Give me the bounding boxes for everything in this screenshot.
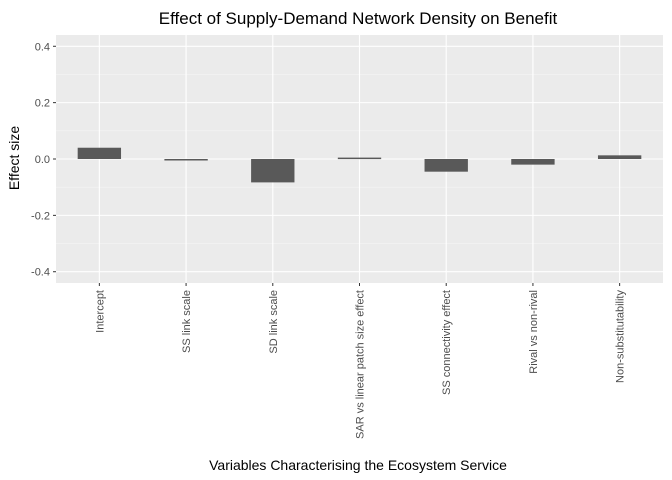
y-tick-label: 0.2	[35, 98, 50, 110]
chart-title: Effect of Supply-Demand Network Density …	[159, 9, 558, 28]
y-axis: -0.4 -0.2 0.0 0.2 0.4	[31, 41, 56, 279]
y-tick-label: -0.2	[31, 210, 50, 222]
x-tick-label: SD link scale	[268, 290, 280, 354]
bar-rival-vs-non-rival	[511, 159, 555, 165]
bar-sar-vs-linear-patch-size-effect	[337, 157, 382, 160]
y-tick-label: -0.4	[31, 267, 50, 279]
x-tick-label: Rival vs non-rival	[528, 290, 540, 374]
bars	[77, 147, 642, 183]
x-axis-title: Variables Characterising the Ecosystem S…	[209, 457, 507, 473]
y-tick-label: 0.4	[35, 41, 50, 53]
bar-ss-link-scale	[164, 159, 208, 161]
bar-sd-link-scale	[251, 159, 295, 183]
y-tick-label: 0.0	[35, 154, 50, 166]
x-tick-label: SAR vs linear patch size effect	[355, 290, 367, 439]
x-tick-label: SS link scale	[181, 290, 193, 353]
x-axis: Intercept SS link scale SD link scale SAR v…	[94, 283, 627, 439]
bar-intercept	[77, 147, 122, 159]
x-tick-label: SS connectivity effect	[441, 290, 453, 395]
y-axis-title: Effect size	[6, 126, 22, 191]
x-tick-label: Non-substitutability	[615, 290, 627, 383]
bar-ss-connectivity-effect	[424, 159, 468, 172]
x-tick-label: Intercept	[94, 290, 106, 333]
bar-non-substitutability	[597, 155, 642, 159]
